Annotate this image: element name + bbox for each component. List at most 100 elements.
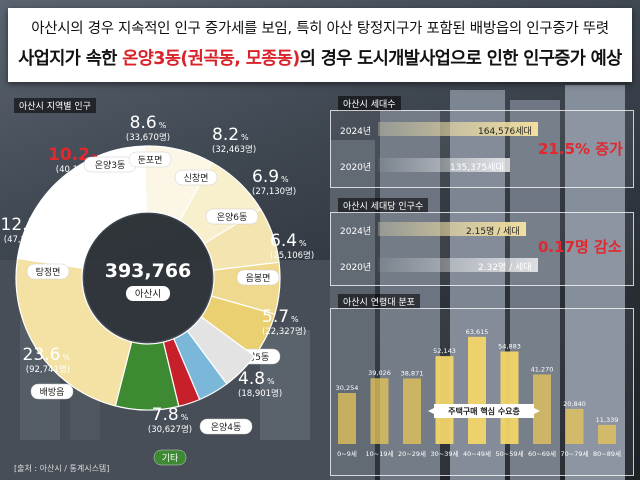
age-distribution-chart: 30,254 0~9세 39,026 10~19세 38,871 20~29세 52,143…: [336, 328, 621, 458]
slice-name-label: 둔포면: [138, 155, 163, 166]
headline-line-2-prefix: 사업지가 속한: [18, 49, 123, 69]
slice-percent-label: 12.2%: [1, 215, 49, 235]
headline-highlight: 온양3동(권곡동, 모종동): [122, 49, 300, 69]
households-bar: [378, 158, 510, 172]
slice-name-badge: [128, 151, 172, 168]
age-bar-0~9세: [338, 393, 356, 444]
slice-name-label: 기타: [162, 453, 179, 464]
age-category-label: 60~69세: [528, 449, 556, 458]
age-bar-value: 38,871: [401, 369, 424, 377]
slice-name-label: 온양6동: [217, 212, 248, 223]
age-bar-60~69세: [533, 374, 551, 444]
slice-population-label: (27,130명): [252, 186, 296, 197]
persons-bar: [378, 258, 538, 272]
households-title: 아산시 세대수: [338, 96, 401, 111]
slice-population-label: (30,627명): [148, 424, 192, 435]
title-banner: 아산시의 경우 지속적인 인구 증가세를 보임, 특히 아산 탕정지구가 포함된…: [8, 8, 632, 82]
slice-population-label: (47,874명): [4, 234, 48, 245]
slice-percent-label: 5.7%: [262, 307, 299, 327]
headline-line-2: 사업지가 속한 온양3동(권곡동, 모종동)의 경우 도시개발사업으로 인한 인…: [8, 45, 632, 70]
slice-percent-label: 7.8%: [152, 405, 189, 425]
slice-population-label: (32,463명): [212, 144, 256, 155]
age-category-label: 20~29세: [398, 449, 426, 458]
age-bar-value: 20,840: [563, 400, 586, 408]
slice-percent-label: 23.6%: [23, 345, 71, 365]
age-bar-value: 63,615: [466, 328, 489, 336]
age-category-label: 10~19세: [366, 449, 394, 458]
households-bar-value: 135,375세대: [450, 163, 504, 173]
slice-name-label: 음봉면: [246, 273, 271, 284]
right-arrow-icon: [534, 408, 540, 414]
age-bar-value: 30,254: [336, 384, 359, 392]
age-title: 아산시 연령대 분포: [338, 294, 420, 309]
slice-name-badge: [205, 208, 259, 225]
age-category-label: 80~89세: [593, 449, 621, 458]
slice-name-label: 탕정면: [36, 267, 61, 278]
donut-center-label: 아산시: [135, 289, 161, 300]
slice-percent-label: 4.8%: [238, 369, 275, 389]
age-category-label: 30~39세: [431, 449, 459, 458]
age-bar-50~59세: [500, 351, 519, 444]
donut-title: 아산시 지역별 인구: [14, 98, 96, 113]
slice-name-badge: [30, 383, 74, 400]
donut-slice-탕정면: [16, 173, 109, 269]
slice-name-label: 온양4동: [211, 422, 242, 433]
donut-center-badge: [126, 286, 170, 301]
age-bar-value: 11,339: [596, 416, 619, 424]
donut-slice-배방읍: [15, 257, 133, 407]
age-bar-30~39세: [435, 356, 454, 444]
headline-line-1: 아산시의 경우 지속적인 인구 증가세를 보임, 특히 아산 탕정지구가 포함된…: [31, 21, 609, 37]
age-bar-20~29세: [403, 378, 421, 444]
persons-row-label: 2024년: [340, 227, 372, 237]
persons-bar-value: 2.15명 / 세대: [466, 227, 520, 237]
households-bar: [378, 122, 538, 136]
age-bar-80~89세: [598, 424, 616, 444]
slice-percent-label: 8.6%: [130, 113, 167, 133]
households-row-label: 2024년: [340, 127, 372, 137]
slice-population-label: (33,670명): [126, 132, 170, 143]
persons-title: 아산시 세대당 인구수: [338, 198, 429, 213]
age-category-label: 50~59세: [496, 449, 524, 458]
left-arrow-icon: [428, 408, 434, 414]
core-demand-label: 주택구매 핵심 수요층: [448, 406, 520, 416]
age-bar-10~19세: [370, 378, 389, 444]
age-bar-40~49세: [468, 336, 486, 444]
slice-percent-label: 6.9%: [252, 167, 289, 187]
slice-name-badge: [153, 449, 187, 466]
slice-name-badge: [26, 263, 70, 280]
age-bar-value: 52,143: [433, 347, 456, 355]
slice-name-badge: [199, 418, 253, 435]
slice-name-badge: [174, 169, 218, 186]
population-donut-chart: 10.2%(40,162명)온양3동8.6%(33,670명)둔포면8.2%(3…: [1, 113, 314, 466]
slice-population-label: (40,162명): [56, 164, 100, 175]
age-bar-value: 54,883: [498, 342, 521, 350]
persons-change-note: 0.17명 감소: [538, 238, 622, 256]
age-bar-value: 39,026: [368, 369, 391, 377]
households-change-note: 21.5% 증가: [538, 140, 623, 158]
households-bar-value: 164,576세대: [478, 127, 532, 137]
slice-percent-label: 6.4%: [270, 231, 307, 251]
slice-name-label: 신창면: [184, 173, 209, 184]
donut-center-total: 393,766: [105, 260, 192, 282]
households-row-label: 2020년: [340, 163, 372, 173]
donut-center: [84, 214, 212, 342]
slice-population-label: (25,106명): [270, 250, 314, 261]
slice-population-label: (18,901명): [238, 388, 282, 399]
age-bar-70~79세: [565, 408, 584, 444]
age-category-label: 40~49세: [463, 449, 491, 458]
slice-name-badge: [236, 269, 280, 286]
slice-population-label: (92,741명): [26, 364, 70, 375]
headline-line-2-suffix: 의 경우 도시개발사업으로 인한 인구증가 예상: [299, 49, 623, 69]
core-demand-badge: [434, 404, 534, 418]
age-bar-value: 41,270: [531, 365, 554, 373]
persons-bar: [378, 222, 526, 236]
slice-population-label: (22,327명): [262, 326, 306, 337]
persons-bar-value: 2.32명 / 세대: [478, 263, 532, 273]
slice-name-label: 배방읍: [40, 387, 65, 398]
age-category-label: 0~9세: [337, 449, 357, 458]
age-category-label: 70~79세: [561, 449, 589, 458]
slice-name-label: 온양3동: [95, 160, 126, 171]
slice-percent-label: 8.2%: [212, 125, 249, 145]
persons-row-label: 2020년: [340, 263, 372, 273]
source-note: [출처 : 아산시 / 통계시스템]: [14, 464, 110, 473]
